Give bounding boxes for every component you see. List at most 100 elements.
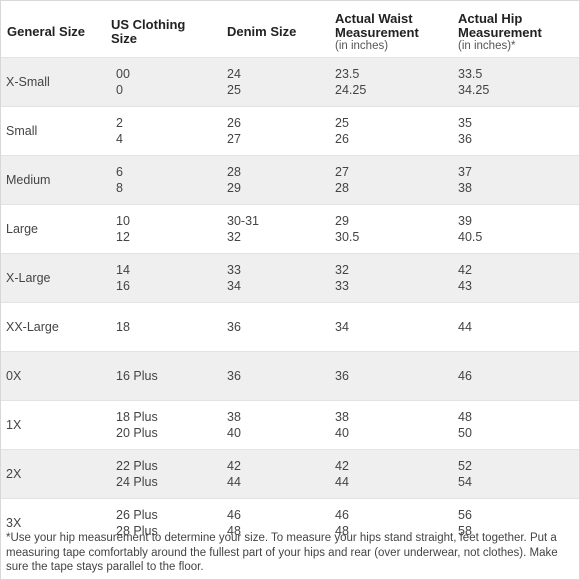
cell-general: 0X bbox=[6, 368, 21, 384]
cell-waist: 23.5 24.25 bbox=[335, 66, 366, 98]
cell-hip-value: 56 bbox=[458, 508, 472, 522]
cell-us: 16 Plus bbox=[116, 368, 158, 384]
cell-waist-value: 42 bbox=[335, 459, 349, 473]
cell-hip-value: 42 bbox=[458, 263, 472, 277]
table-row: 2X 22 Plus 24 Plus 42 44 42 44 52 54 bbox=[1, 449, 579, 498]
cell-us-value: 8 bbox=[116, 181, 123, 195]
cell-waist: 46 48 bbox=[335, 507, 349, 539]
cell-us-value: 0 bbox=[116, 83, 123, 97]
cell-denim-value: 44 bbox=[227, 475, 241, 489]
cell-denim-value: 28 bbox=[227, 165, 241, 179]
header-hip-units: (in inches)* bbox=[458, 40, 516, 52]
cell-hip-value: 48 bbox=[458, 410, 472, 424]
table-header: General Size US Clothing Size Denim Size… bbox=[1, 1, 579, 57]
header-waist: Actual Waist Measurement (in inches) bbox=[335, 12, 419, 53]
table-row: X-Large 14 16 33 34 32 33 42 43 bbox=[1, 253, 579, 302]
cell-waist-value: 25 bbox=[335, 116, 349, 130]
cell-general-value: Large bbox=[6, 222, 38, 236]
cell-hip-value: 37 bbox=[458, 165, 472, 179]
header-denim-size: Denim Size bbox=[227, 25, 296, 39]
cell-hip-value: 36 bbox=[458, 132, 472, 146]
cell-denim-value: 29 bbox=[227, 181, 241, 195]
cell-us: 26 Plus 28 Plus bbox=[116, 507, 158, 539]
cell-hip-value: 52 bbox=[458, 459, 472, 473]
cell-us-value: 12 bbox=[116, 230, 130, 244]
cell-waist: 38 40 bbox=[335, 409, 349, 441]
cell-waist-value: 27 bbox=[335, 165, 349, 179]
cell-hip-value: 33.5 bbox=[458, 67, 483, 81]
cell-waist-value: 38 bbox=[335, 410, 349, 424]
table-row: XX-Large 18 36 34 44 bbox=[1, 302, 579, 351]
cell-us: 22 Plus 24 Plus bbox=[116, 458, 158, 490]
cell-denim: 30-31 32 bbox=[227, 213, 259, 245]
cell-denim-value: 24 bbox=[227, 67, 241, 81]
cell-general-value: XX-Large bbox=[6, 320, 59, 334]
cell-denim-value: 34 bbox=[227, 279, 241, 293]
cell-general-value: 0X bbox=[6, 369, 22, 383]
cell-waist-value: 32 bbox=[335, 263, 349, 277]
header-us-size-line1: US Clothing bbox=[111, 17, 186, 32]
cell-waist: 29 30.5 bbox=[335, 213, 359, 245]
cell-hip-value: 58 bbox=[458, 524, 472, 538]
header-waist-line2: Measurement bbox=[335, 25, 419, 40]
footnote: *Use your hip measurement to determine y… bbox=[6, 532, 558, 573]
cell-us-value: 22 Plus bbox=[116, 459, 158, 473]
cell-waist-value: 34 bbox=[335, 320, 349, 334]
header-waist-units: (in inches) bbox=[335, 40, 389, 52]
cell-hip-value: 35 bbox=[458, 116, 472, 130]
cell-denim-value: 33 bbox=[227, 263, 241, 277]
cell-denim: 36 bbox=[227, 368, 241, 384]
cell-general-value: Medium bbox=[6, 173, 51, 187]
cell-general: 2X bbox=[6, 466, 21, 482]
cell-hip-value: 44 bbox=[458, 320, 472, 334]
cell-denim-value: 27 bbox=[227, 132, 241, 146]
cell-denim-value: 40 bbox=[227, 426, 241, 440]
cell-hip-value: 38 bbox=[458, 181, 472, 195]
cell-waist-value: 24.25 bbox=[335, 83, 367, 97]
cell-denim: 33 34 bbox=[227, 262, 241, 294]
cell-general: XX-Large bbox=[6, 319, 59, 335]
cell-waist-value: 26 bbox=[335, 132, 349, 146]
cell-hip-value: 34.25 bbox=[458, 83, 490, 97]
cell-denim-value: 30-31 bbox=[227, 214, 259, 228]
header-hip: Actual Hip Measurement (in inches)* bbox=[458, 12, 542, 53]
cell-us: 00 0 bbox=[116, 66, 130, 98]
cell-us-value: 18 bbox=[116, 320, 130, 334]
cell-general-value: 1X bbox=[6, 418, 22, 432]
cell-us-value: 10 bbox=[116, 214, 130, 228]
header-hip-line2: Measurement bbox=[458, 25, 542, 40]
cell-general: Medium bbox=[6, 172, 50, 188]
header-general-size: General Size bbox=[7, 25, 85, 39]
cell-hip-value: 43 bbox=[458, 279, 472, 293]
cell-waist: 36 bbox=[335, 368, 349, 384]
cell-general-value: X-Large bbox=[6, 271, 51, 285]
cell-us: 18 Plus 20 Plus bbox=[116, 409, 158, 441]
header-denim-size-label: Denim Size bbox=[227, 24, 297, 39]
cell-denim: 26 27 bbox=[227, 115, 241, 147]
table-row: 0X 16 Plus 36 36 46 bbox=[1, 351, 579, 400]
cell-us-value: 28 Plus bbox=[116, 524, 158, 538]
cell-hip: 39 40.5 bbox=[458, 213, 482, 245]
cell-waist-value: 30.5 bbox=[335, 230, 360, 244]
cell-us-value: 6 bbox=[116, 165, 123, 179]
cell-hip: 52 54 bbox=[458, 458, 472, 490]
cell-waist-value: 28 bbox=[335, 181, 349, 195]
cell-waist-value: 46 bbox=[335, 508, 349, 522]
cell-waist: 27 28 bbox=[335, 164, 349, 196]
table-row: 1X 18 Plus 20 Plus 38 40 38 40 48 50 bbox=[1, 400, 579, 449]
cell-waist: 32 33 bbox=[335, 262, 349, 294]
cell-us-value: 18 Plus bbox=[116, 410, 158, 424]
cell-waist: 25 26 bbox=[335, 115, 349, 147]
cell-us-value: 16 Plus bbox=[116, 369, 158, 383]
cell-us: 14 16 bbox=[116, 262, 130, 294]
cell-denim: 24 25 bbox=[227, 66, 241, 98]
cell-denim: 46 48 bbox=[227, 507, 241, 539]
cell-general-value: X-Small bbox=[6, 75, 50, 89]
cell-hip: 37 38 bbox=[458, 164, 472, 196]
header-general-size-label: General Size bbox=[7, 24, 86, 39]
cell-hip: 35 36 bbox=[458, 115, 472, 147]
cell-us-value: 24 Plus bbox=[116, 475, 158, 489]
cell-hip-value: 50 bbox=[458, 426, 472, 440]
